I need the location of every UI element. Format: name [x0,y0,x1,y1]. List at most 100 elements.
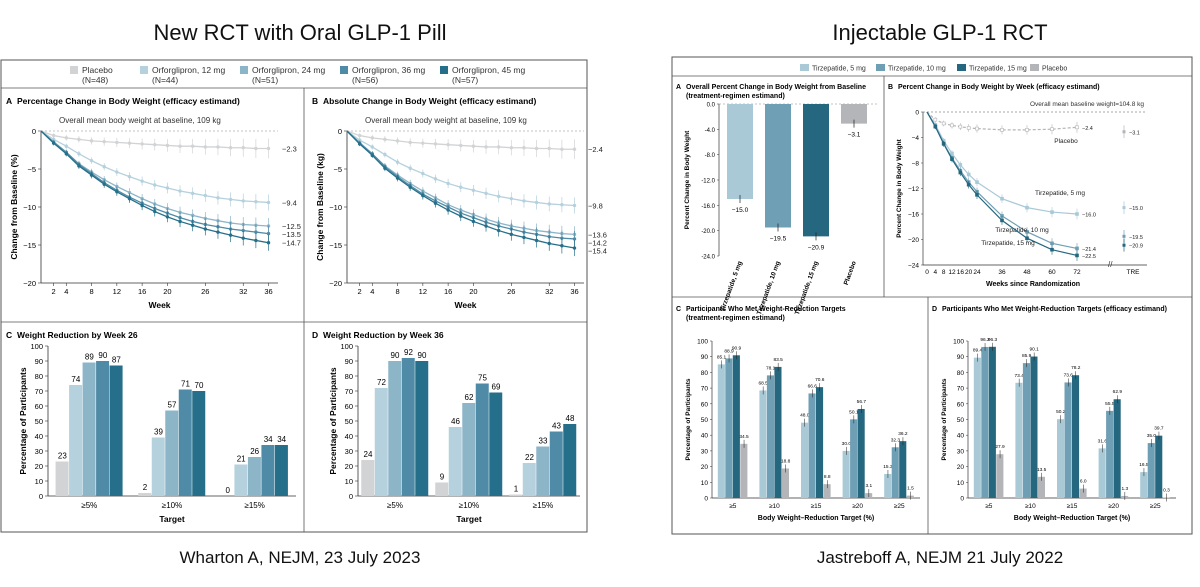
y-tick-label: 60 [35,402,43,411]
bar-value-label: 92 [404,348,413,357]
data-point [127,174,132,179]
data-point [370,145,374,149]
bar-value-label: 13.5 [1037,467,1047,473]
bar-value-label: 73.6 [1064,372,1074,378]
y-tick-label: 60 [345,402,353,411]
data-point [127,141,132,145]
bar-value-label: 96.2 [980,337,990,343]
data-point [266,241,271,245]
bar-orf45 [563,424,577,496]
category-label: ≥20 [1108,503,1119,510]
y-tick-label: 70 [35,387,43,396]
panel-subtitle: (treatment-regimen estimand) [686,315,785,322]
y-tick-label: 30 [345,447,353,456]
x-tick-label: 20 [965,269,973,276]
bar-orf12 [151,437,165,496]
data-point [509,232,514,237]
y-tick-label: 100 [953,339,964,346]
y-tick-label: 0 [338,127,342,136]
bar-orf45 [192,391,206,496]
y-tick-label: −12 [908,186,919,193]
x-axis-title: Body Weight–Reduction Target (%) [758,515,874,522]
data-point [89,139,94,143]
data-point [241,228,245,233]
data-point [560,203,564,207]
data-point [958,170,963,175]
bar-tz15 [899,441,907,498]
y-tick-label: 0 [349,492,353,501]
y-tick-label: 50 [345,417,353,426]
y-tick-label: 90 [701,354,709,361]
right-citation: Jastreboff A, NEJM 21 July 2022 [816,548,1064,567]
bar-tz15 [857,408,865,498]
bar-placebo [509,494,523,496]
category-label: ≥5 [729,503,737,510]
end-value-tz10: −21.4 [1082,247,1096,253]
bar-tz5 [1057,419,1065,498]
y-tick-label: 0 [39,492,43,501]
panel-c-bar-chart: C Weight Reduction by Week 26010203040506… [6,330,296,524]
axis-break: // [1108,260,1113,269]
data-point [64,152,68,156]
data-point [408,185,412,189]
y-tick-label: 50 [701,417,709,424]
data-point [471,219,476,224]
category-label: ≥15 [811,503,822,510]
bar-tz10 [850,419,858,498]
panel-letter: B [312,96,318,106]
panel-title: Participants Who Met Weight-Reduction Ta… [686,306,846,313]
tre-value-tz10: −19.5 [1129,235,1143,241]
y-tick-label: 20 [701,464,709,471]
x-tick-label: 4 [934,269,938,276]
right-panel-c-bar-chart: C Participants Who Met Weight-Reduction T… [676,306,920,522]
bar-value-label: −3.1 [848,132,861,139]
x-tick-label: 36 [570,287,578,296]
y-tick-label: 20 [345,462,353,471]
bar-value-label: 68.5 [758,380,768,386]
x-tick-label: 4 [64,287,68,296]
x-axis-title: Body Weight–Reduction Target (%) [1014,515,1130,522]
bar-value-label: 73.4 [1014,373,1024,379]
data-point [958,163,963,167]
data-point [1050,127,1054,132]
category-label: ≥25 [1150,503,1161,510]
data-point [933,124,938,129]
bar-value-label: 71 [181,380,190,389]
data-point [77,152,81,156]
category-label: ≥10 [769,503,780,510]
bar-orf45 [415,361,429,496]
bar-orf45 [274,445,288,496]
panel-title: Percent Change in Body Weight by Week (e… [898,84,1100,91]
legend-swatch-orf36 [340,66,348,74]
y-tick-label: −16 [908,212,919,219]
bar-value-label: 50.1 [849,409,859,415]
data-point [102,139,106,144]
legend-n-orf12: (N=44) [152,75,178,85]
bar-value-label: −20.9 [808,244,825,251]
data-point [1025,128,1029,132]
category-label: ≥20 [852,503,863,510]
x-axis-title: Weeks since Randomization [986,281,1080,288]
data-point [127,196,132,201]
tre-point [1122,130,1126,134]
left-legend: Placebo(N=48) Orforglipron, 12 mg(N=44) Or… [70,65,525,85]
bar-value-label: 90 [391,351,400,360]
data-point [383,152,387,157]
data-point [547,241,551,246]
y-tick-label: 30 [701,448,709,455]
y-tick-label: 40 [701,433,709,440]
bar-value-label: 72 [377,378,386,387]
bar-value-label: 15.3 [883,464,893,470]
bar-value-label: 89 [85,353,94,362]
data-point [1000,128,1004,132]
y-tick-label: 100 [697,339,708,346]
panel-letter: A [6,96,12,106]
data-point [950,123,954,128]
y-tick-label: 10 [35,477,43,486]
bar-tz10 [981,346,989,498]
x-tick-label: 2 [358,287,362,296]
tre-value-tzplacebo: −3.1 [1129,130,1140,136]
y-tick-label: −5 [333,165,342,174]
legend-label-orf12: Orforglipron, 12 mg [152,65,225,75]
bar-orf36 [96,361,110,496]
